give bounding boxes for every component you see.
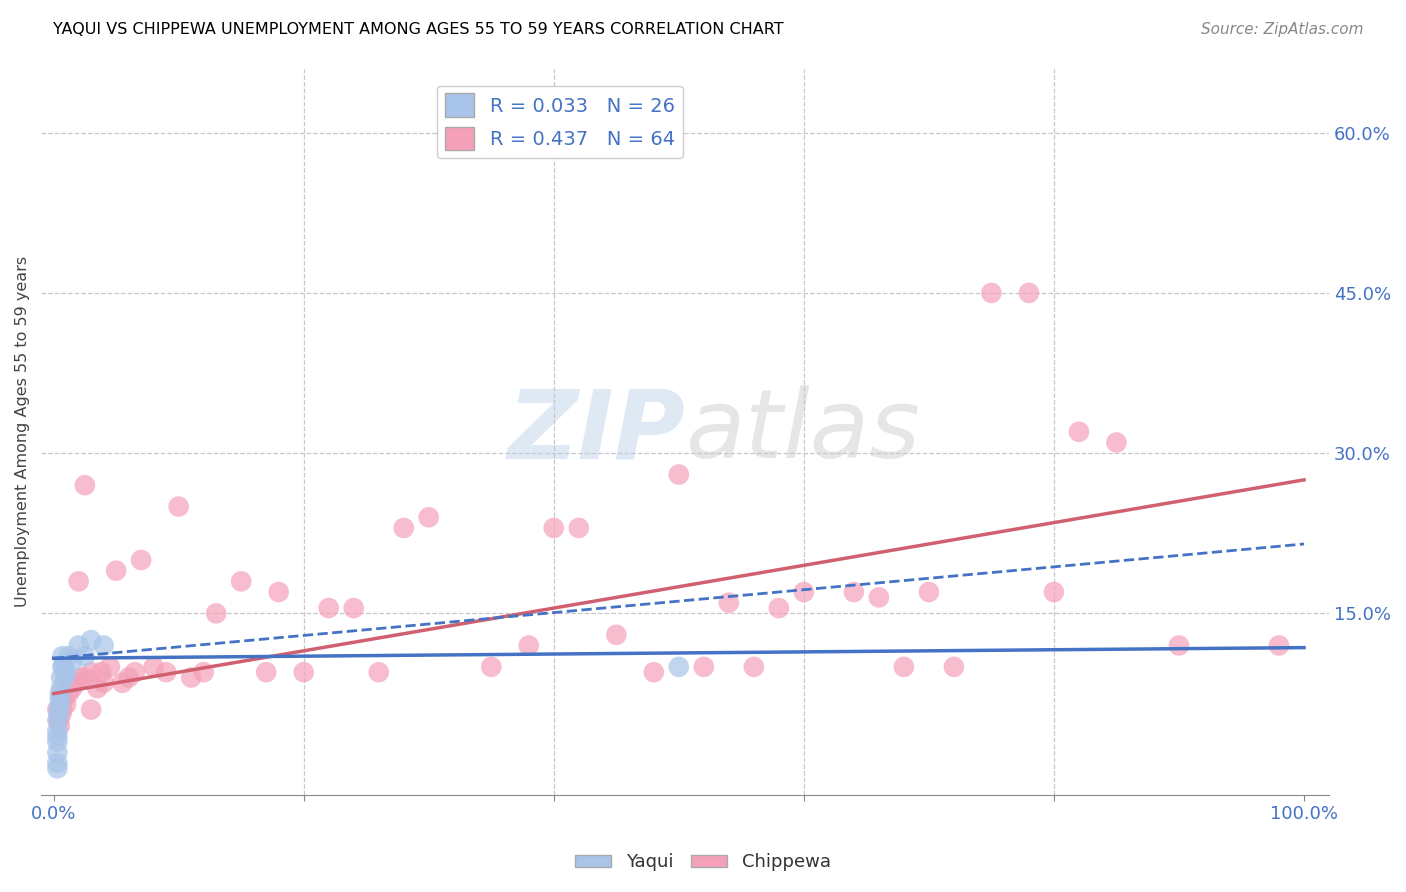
Point — [568, 521, 591, 535]
Point — [868, 591, 890, 605]
Point — [267, 585, 290, 599]
Point — [517, 639, 540, 653]
Point — [105, 564, 128, 578]
Point — [80, 703, 103, 717]
Point — [117, 671, 139, 685]
Point — [1268, 639, 1291, 653]
Point — [46, 729, 69, 743]
Text: ZIP: ZIP — [508, 385, 685, 478]
Point — [167, 500, 190, 514]
Point — [231, 574, 253, 589]
Point — [367, 665, 389, 680]
Point — [1067, 425, 1090, 439]
Text: Source: ZipAtlas.com: Source: ZipAtlas.com — [1201, 22, 1364, 37]
Point — [180, 671, 202, 685]
Point — [51, 660, 73, 674]
Point — [1018, 285, 1040, 300]
Point — [343, 601, 366, 615]
Point — [49, 687, 72, 701]
Point — [46, 703, 69, 717]
Point — [793, 585, 815, 599]
Point — [48, 707, 70, 722]
Point — [52, 692, 75, 706]
Point — [98, 660, 121, 674]
Point — [52, 660, 75, 674]
Point — [60, 655, 83, 669]
Text: atlas: atlas — [685, 385, 920, 478]
Point — [46, 761, 69, 775]
Point — [73, 478, 96, 492]
Point — [93, 676, 115, 690]
Point — [605, 628, 627, 642]
Point — [49, 671, 72, 685]
Point — [717, 596, 740, 610]
Point — [58, 687, 80, 701]
Point — [155, 665, 177, 680]
Point — [90, 665, 112, 680]
Point — [67, 574, 90, 589]
Point — [1168, 639, 1191, 653]
Point — [111, 676, 134, 690]
Point — [48, 713, 70, 727]
Point — [73, 649, 96, 664]
Text: YAQUI VS CHIPPEWA UNEMPLOYMENT AMONG AGES 55 TO 59 YEARS CORRELATION CHART: YAQUI VS CHIPPEWA UNEMPLOYMENT AMONG AGE… — [53, 22, 785, 37]
Point — [51, 703, 73, 717]
Legend: R = 0.033   N = 26, R = 0.437   N = 64: R = 0.033 N = 26, R = 0.437 N = 64 — [437, 86, 682, 158]
Point — [693, 660, 716, 674]
Point — [67, 639, 90, 653]
Point — [49, 692, 72, 706]
Point — [80, 665, 103, 680]
Point — [418, 510, 440, 524]
Point — [53, 671, 76, 685]
Point — [124, 665, 146, 680]
Point — [49, 681, 72, 696]
Point — [543, 521, 565, 535]
Point — [49, 718, 72, 732]
Point — [142, 660, 165, 674]
Point — [980, 285, 1002, 300]
Legend: Yaqui, Chippewa: Yaqui, Chippewa — [568, 847, 838, 879]
Point — [842, 585, 865, 599]
Point — [46, 756, 69, 770]
Point — [46, 734, 69, 748]
Point — [193, 665, 215, 680]
Point — [60, 681, 83, 696]
Point — [129, 553, 152, 567]
Point — [643, 665, 665, 680]
Point — [70, 671, 93, 685]
Point — [49, 707, 72, 722]
Point — [51, 649, 73, 664]
Point — [292, 665, 315, 680]
Point — [93, 639, 115, 653]
Point — [46, 713, 69, 727]
Point — [318, 601, 340, 615]
Point — [55, 665, 77, 680]
Point — [86, 681, 108, 696]
Point — [392, 521, 415, 535]
Point — [73, 671, 96, 685]
Point — [668, 660, 690, 674]
Point — [205, 607, 228, 621]
Point — [479, 660, 502, 674]
Point — [1105, 435, 1128, 450]
Point — [49, 698, 72, 712]
Point — [1043, 585, 1066, 599]
Point — [58, 649, 80, 664]
Point — [80, 633, 103, 648]
Point — [893, 660, 915, 674]
Point — [668, 467, 690, 482]
Point — [942, 660, 965, 674]
Point — [48, 703, 70, 717]
Point — [46, 745, 69, 759]
Point — [65, 676, 87, 690]
Point — [768, 601, 790, 615]
Y-axis label: Unemployment Among Ages 55 to 59 years: Unemployment Among Ages 55 to 59 years — [15, 256, 30, 607]
Point — [55, 698, 77, 712]
Point — [742, 660, 765, 674]
Point — [46, 723, 69, 738]
Point — [254, 665, 277, 680]
Point — [918, 585, 941, 599]
